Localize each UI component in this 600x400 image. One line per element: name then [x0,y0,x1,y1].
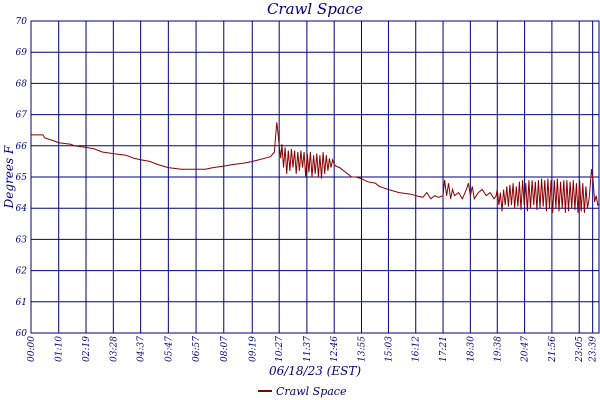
x-tick-label: 17:21 [439,336,449,362]
y-tick-label: 70 [16,17,28,27]
y-tick-label: 60 [16,329,28,339]
x-tick-label: 10:27 [275,336,285,362]
y-tick-label: 65 [16,173,28,183]
x-tick-label: 18:30 [466,336,476,362]
legend: Crawl Space [258,385,347,398]
x-tick-label: 04:37 [137,336,147,362]
y-tick-label: 68 [16,79,28,89]
x-tick-label: 12:46 [330,336,340,362]
x-axis-label: 06/18/23 (EST) [269,364,361,378]
x-tick-label: 15:03 [384,336,394,362]
x-tick-label: 23:05 [575,336,585,363]
y-tick-label: 64 [16,204,28,214]
x-tick-label: 09:19 [248,336,258,362]
x-tick-label: 05:47 [164,336,174,362]
y-tick-label: 69 [16,48,28,58]
x-tick-label: 08:07 [220,336,230,362]
plot-frame [30,20,600,334]
x-tick-label: 16:12 [412,336,422,362]
x-tick-label: 01:10 [55,336,65,362]
series-line-crawl-space [31,122,600,213]
x-tick-label: 20:47 [521,336,531,363]
grid-lines [30,20,599,334]
x-tick-label: 02:19 [82,336,92,362]
x-tick-label: 13:55 [358,336,368,362]
chart-title: Crawl Space [267,0,363,18]
x-tick-label: 11:37 [303,336,313,362]
y-axis-label: Degrees F [2,145,16,209]
x-tick-label: 03:28 [109,336,119,362]
y-tick-label: 61 [16,298,27,308]
y-tick-label: 67 [16,111,28,121]
y-tick-label: 63 [16,235,28,245]
y-axis-ticks: 60 61 62 63 64 65 66 67 68 69 70 [16,17,28,339]
legend-label: Crawl Space [276,385,347,398]
y-tick-label: 62 [16,267,28,277]
x-tick-label: 06:57 [192,336,202,362]
x-tick-label: 19:38 [493,336,503,362]
y-tick-label: 66 [16,142,28,152]
x-axis-ticks: 00:00 01:10 02:19 03:28 04:37 05:47 06:57 08:07… [27,336,599,363]
x-tick-label: 21:56 [548,336,558,363]
x-tick-label: 23:39 [589,336,599,363]
x-tick-label: 00:00 [27,336,37,362]
